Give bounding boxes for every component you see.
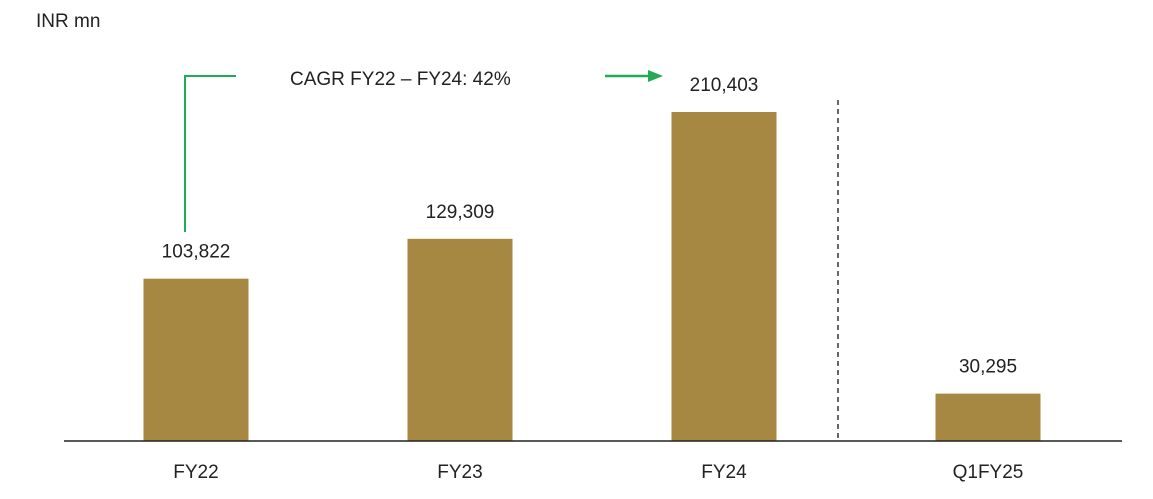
arrow-head (648, 70, 663, 82)
bar (407, 238, 513, 441)
x-tick-label: FY22 (173, 462, 218, 483)
connector (184, 75, 236, 232)
value-label: 129,309 (426, 202, 495, 223)
x-tick-label: FY24 (701, 462, 747, 483)
bar (143, 278, 249, 441)
bar (935, 393, 1041, 441)
value-label: 210,403 (690, 75, 759, 96)
value-label: 103,822 (162, 242, 231, 263)
x-tick-label: Q1FY25 (953, 462, 1024, 483)
value-label: 30,295 (959, 357, 1017, 378)
x-tick-label: FY23 (437, 462, 482, 483)
cagr-annotation: CAGR FY22 – FY24: 42% (184, 69, 663, 232)
bar (671, 112, 777, 441)
unit-label: INR mn (36, 11, 100, 32)
annotation: CAGR FY22 – FY24: 42% (290, 69, 511, 90)
